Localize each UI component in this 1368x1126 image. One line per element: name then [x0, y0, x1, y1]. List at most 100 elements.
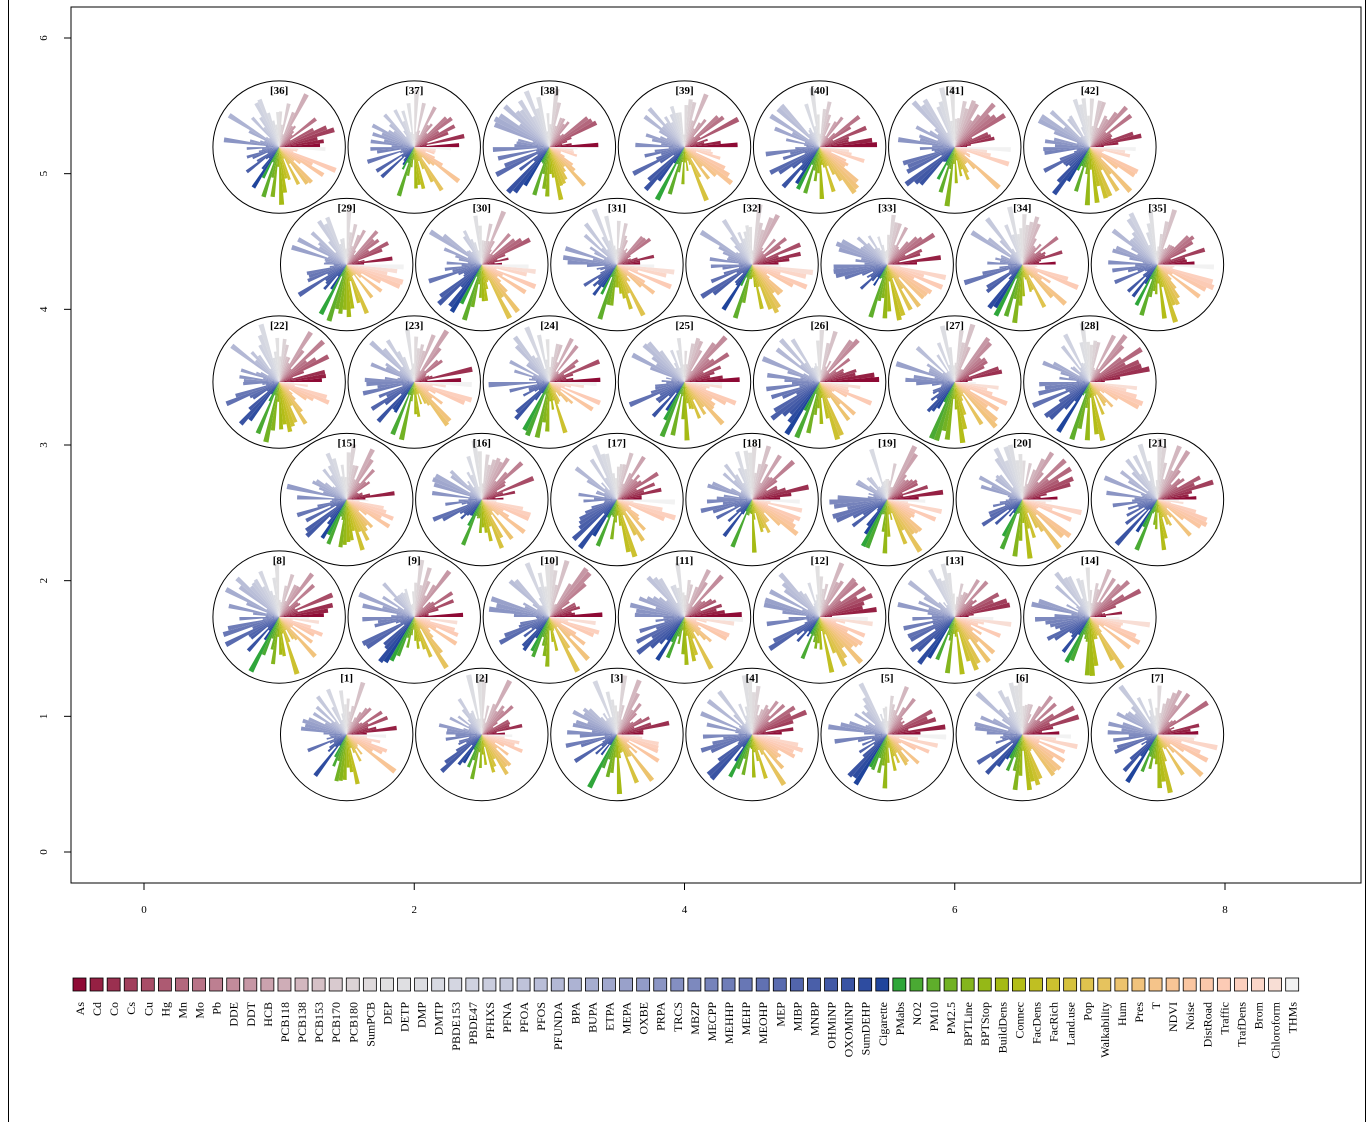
segment-hum — [752, 264, 775, 294]
segment-brom — [414, 382, 433, 387]
segment-ndvi — [819, 617, 859, 648]
segment-cu — [346, 715, 389, 735]
segment-mepa — [1060, 371, 1090, 383]
segment-brom — [481, 264, 528, 277]
legend-swatch — [482, 977, 497, 992]
segment-distroad — [414, 147, 436, 159]
segment-connec — [1022, 499, 1033, 559]
segment-ddt — [279, 125, 297, 148]
segment-dep — [477, 451, 482, 500]
segment-mibp — [583, 264, 617, 287]
legend-swatch — [892, 977, 907, 992]
segment-ndvi — [954, 382, 989, 409]
segment-walkability — [346, 264, 354, 276]
legend-item: SumDEHP — [858, 977, 873, 1055]
segment-cd — [1157, 259, 1187, 265]
segment-co — [279, 369, 326, 383]
segment-mehp — [1127, 499, 1158, 511]
segment-oxominp — [376, 382, 415, 423]
segment-pop — [616, 499, 637, 536]
segment-pbde153 — [1081, 598, 1090, 618]
segment-mo — [752, 479, 778, 500]
segment-pcb170 — [684, 584, 694, 618]
segment-pop — [752, 264, 780, 314]
legend-swatch — [755, 977, 770, 992]
segment-co — [684, 141, 705, 148]
segment-pm10 — [337, 734, 347, 762]
segment-ohminp — [265, 147, 280, 160]
node-label: [3] — [611, 672, 624, 684]
x-tick-label: 0 — [141, 904, 147, 916]
segment-pm2-5 — [542, 147, 550, 175]
segment-mecpp — [604, 264, 617, 267]
segment-pbde47 — [535, 357, 550, 383]
segment-mibp — [651, 617, 685, 640]
segment-pbde47 — [327, 465, 347, 500]
segment-dde — [279, 130, 295, 148]
segment-dmp — [743, 231, 753, 265]
segment-prpa — [927, 612, 955, 618]
segment-trcs — [784, 378, 820, 383]
segment-mehp — [600, 264, 617, 271]
segment-pfoa — [334, 486, 347, 500]
segment-ndvi — [549, 382, 561, 392]
segment-cs — [346, 260, 359, 265]
segment-pcb153 — [549, 560, 570, 618]
node-label: [15] — [338, 437, 356, 449]
segment-mehhp — [806, 617, 820, 621]
segment-cd — [346, 725, 397, 735]
segment-oxominp — [789, 382, 820, 415]
segment-builddens — [549, 382, 552, 402]
segment-walkability — [346, 734, 357, 750]
segment-sumpcb — [1089, 344, 1094, 383]
segment-oxominp — [985, 734, 1023, 775]
segment-meohp — [655, 147, 685, 160]
segment-walkability — [954, 617, 970, 641]
segment-mehhp — [1049, 617, 1090, 628]
segment-pres — [954, 382, 998, 429]
segment-trafdens — [752, 499, 769, 506]
segment-cu — [481, 475, 535, 500]
segment-hum — [887, 734, 910, 763]
segment-dde — [752, 715, 771, 735]
segment-dde — [819, 137, 829, 148]
legend-label: PMabs — [893, 1002, 907, 1036]
segment-pfos — [1134, 713, 1158, 735]
segment-thms — [414, 382, 472, 388]
segment-bptline — [411, 617, 415, 636]
segment-traffic — [1089, 147, 1103, 153]
segment-bupa — [718, 245, 753, 265]
segment-bupa — [224, 587, 280, 618]
segment-dmtp — [466, 455, 482, 500]
segment-as — [684, 377, 740, 383]
segment-pfunda — [874, 724, 888, 735]
segment-pfhxs — [270, 368, 280, 383]
segment-oxbe — [861, 257, 888, 265]
segment-pfna — [1067, 118, 1090, 148]
legend-item: MEP — [772, 977, 787, 1027]
segment-mo — [414, 116, 453, 148]
segment-oxominp — [1145, 264, 1158, 278]
segment-pfunda — [266, 136, 280, 148]
segment-pfos — [800, 364, 820, 383]
segment-builddens — [752, 734, 756, 778]
segment-oxbe — [1108, 721, 1158, 735]
segment-pb — [1022, 702, 1057, 735]
segment-pcb138 — [1157, 692, 1177, 735]
segment-bptstop — [342, 734, 347, 780]
segment-etpa — [802, 609, 820, 618]
segment-pm2-5 — [606, 264, 617, 306]
legend-label: PCB180 — [346, 1002, 360, 1043]
segment-detp — [613, 245, 617, 265]
segment-trafdens — [481, 734, 515, 747]
segment-pcb170 — [819, 583, 829, 618]
segment-sumpcb — [819, 329, 825, 383]
segment-facrich — [279, 147, 291, 181]
segment-pres — [279, 617, 317, 658]
segment-cd — [549, 377, 574, 383]
segment-facrich — [954, 382, 967, 415]
legend-label: Cs — [124, 1002, 138, 1015]
segment-pop — [819, 382, 829, 399]
segment-pmabs — [879, 264, 888, 279]
segment-facdens — [414, 147, 426, 190]
